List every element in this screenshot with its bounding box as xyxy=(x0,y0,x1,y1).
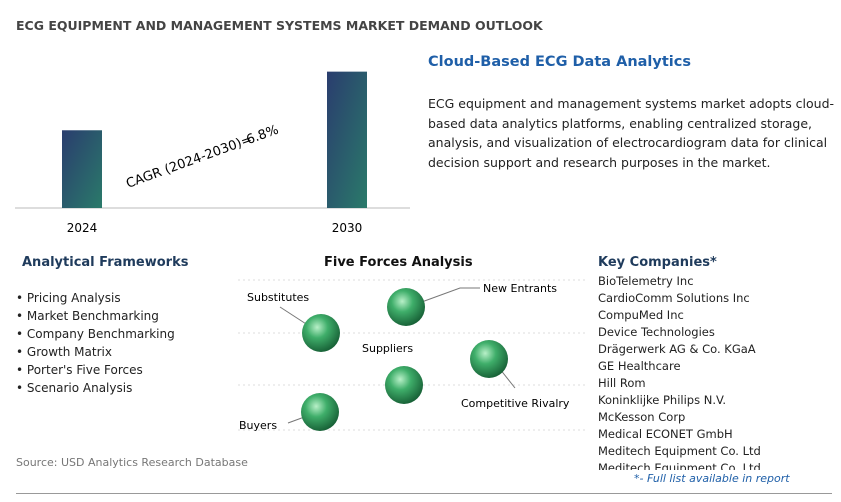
company: CardioComm Solutions Inc xyxy=(598,291,750,305)
company: GE Healthcare xyxy=(598,359,681,373)
cagr: CAGR (2024-2030)= 6.8% xyxy=(124,123,280,192)
framework-text: Scenario Analysis xyxy=(26,381,133,395)
framework-item: • Scenario Analysis xyxy=(16,381,133,395)
page-title: ECG EQUIPMENT AND MANAGEMENT SYSTEMS MAR… xyxy=(16,18,543,33)
force-label: New Entrants xyxy=(483,282,557,295)
force-label: Competitive Rivalry xyxy=(461,397,570,410)
framework-text: Market Benchmarking xyxy=(26,309,159,323)
source: Source: USD Analytics Research Database xyxy=(16,456,248,469)
company: BioTelemetry Inc xyxy=(598,274,694,288)
balls xyxy=(301,288,508,431)
highlight-text: ECG equipment and management systems mar… xyxy=(428,94,834,172)
company: Hill Rom xyxy=(598,376,646,390)
force-label: Suppliers xyxy=(362,342,413,355)
highlight-line: ECG equipment and management systems mar… xyxy=(428,96,835,111)
cagr-value: 6.8% xyxy=(245,123,281,148)
bar xyxy=(62,130,102,208)
x-tick-label: 2024 xyxy=(67,221,98,235)
company: Koninklijke Philips N.V. xyxy=(598,393,727,407)
cagr-label: CAGR (2024-2030)= xyxy=(124,132,254,192)
companies-note: *- Full list available in report xyxy=(634,472,790,485)
forces-title: Five Forces Analysis xyxy=(324,255,473,270)
frameworks-list: • Pricing Analysis • Market Benchmarking •… xyxy=(16,289,175,397)
company: McKesson Corp xyxy=(598,410,686,424)
company: Device Technologies xyxy=(598,325,715,339)
framework-item: • Pricing Analysis xyxy=(16,291,121,305)
highlight-line: analysis, and visualization of electroca… xyxy=(428,135,828,150)
forces: Substitutes New Entrants Suppliers Compe… xyxy=(238,279,588,432)
framework-item: • Company Benchmarking xyxy=(16,327,175,341)
company: Drägerwerk AG & Co. KGaA xyxy=(598,342,756,356)
company: Meditech Equipment Co. Ltd xyxy=(598,461,761,470)
framework-text: Growth Matrix xyxy=(26,345,112,359)
force-label: Substitutes xyxy=(247,291,309,304)
highlight-title: Cloud-Based ECG Data Analytics xyxy=(428,54,691,70)
framework-text: Porter's Five Forces xyxy=(26,363,143,377)
highlight-line: based data analytics platforms, enabling… xyxy=(428,115,812,131)
company: Medical ECONET GmbH xyxy=(598,427,733,441)
companies-title: Key Companies* xyxy=(598,255,717,270)
company: CompuMed Inc xyxy=(598,308,684,322)
bar xyxy=(327,71,367,208)
framework-item: • Market Benchmarking xyxy=(16,309,159,323)
footer-rule xyxy=(16,493,832,494)
framework-text: Pricing Analysis xyxy=(26,291,121,305)
frameworks-title: Analytical Frameworks xyxy=(22,255,189,270)
chart: CAGR (2024-2030)= 6.8% 2024 2030 xyxy=(15,71,410,235)
company: Meditech Equipment Co. Ltd xyxy=(598,444,761,458)
x-tick-label: 2030 xyxy=(332,221,363,235)
companies-list: BioTelemetry Inc CardioComm Solutions Inc… xyxy=(598,273,761,470)
force-label: Buyers xyxy=(239,419,277,432)
framework-item: • Growth Matrix xyxy=(16,345,112,359)
framework-item: • Porter's Five Forces xyxy=(16,363,143,377)
framework-text: Company Benchmarking xyxy=(26,327,175,341)
highlight-line: decision support and research purposes i… xyxy=(428,154,771,170)
